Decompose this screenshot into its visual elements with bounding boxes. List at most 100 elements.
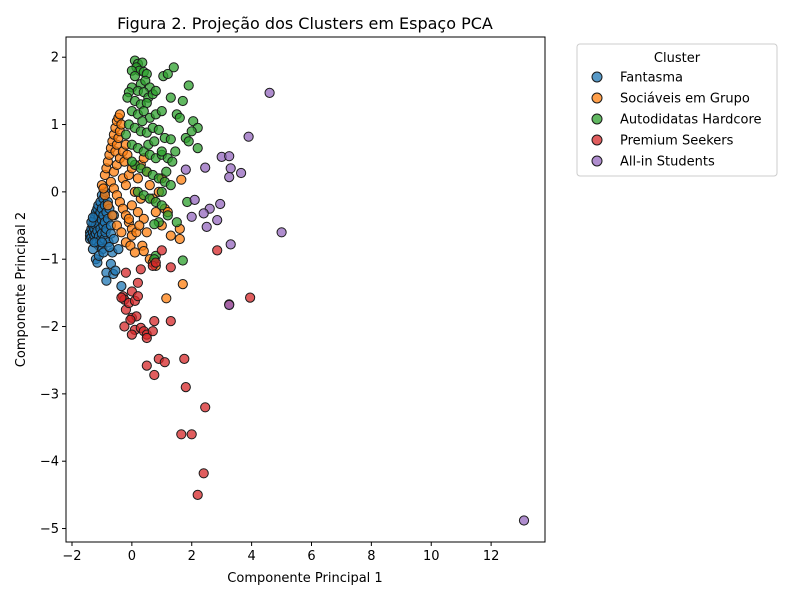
data-point <box>225 239 236 250</box>
legend-label: Autodidatas Hardcore <box>620 113 762 128</box>
y-axis: −5 −4 −3 −2 −1 0 1 2 <box>40 51 66 537</box>
x-tick-label: 2 <box>188 549 196 564</box>
data-point <box>138 106 149 117</box>
data-point <box>174 233 185 245</box>
legend-label: All-in Students <box>620 155 715 170</box>
legend-label: Premium Seekers <box>620 134 734 149</box>
data-point <box>245 292 256 303</box>
points-layer <box>84 55 530 526</box>
data-point <box>149 136 160 147</box>
data-point <box>149 316 160 327</box>
data-point <box>149 369 160 381</box>
data-point <box>170 146 181 157</box>
plot-frame <box>65 36 546 543</box>
data-point <box>138 246 149 257</box>
data-point <box>183 80 194 91</box>
legend: Cluster Fantasma Sociáveis em Grupo Autodi… <box>576 43 778 177</box>
data-point <box>186 429 197 440</box>
data-point <box>134 220 145 231</box>
data-point <box>120 180 132 191</box>
series-2 <box>120 55 203 266</box>
data-point <box>224 299 235 311</box>
data-point <box>186 126 197 137</box>
data-point <box>149 219 160 230</box>
data-point <box>114 109 126 120</box>
data-point <box>150 207 161 218</box>
data-point <box>176 174 187 185</box>
y-tick-label: 1 <box>51 118 59 133</box>
data-point <box>165 180 176 191</box>
data-point <box>192 143 203 154</box>
data-point <box>110 265 121 276</box>
series-4 <box>180 87 530 526</box>
data-point <box>141 360 152 371</box>
data-point <box>177 279 188 290</box>
data-point <box>198 468 209 479</box>
legend-label: Fantasma <box>620 71 683 86</box>
data-point <box>156 200 167 211</box>
data-point <box>276 227 287 238</box>
data-point <box>129 247 140 258</box>
data-point <box>183 136 194 147</box>
legend-marker <box>591 113 603 125</box>
data-point <box>192 489 203 500</box>
data-point <box>165 230 176 241</box>
x-axis: −2 0 2 4 6 8 10 12 <box>62 542 499 564</box>
legend-label: Sociáveis em Grupo <box>620 92 750 107</box>
data-point <box>96 237 108 248</box>
data-point <box>198 208 209 219</box>
data-point <box>120 129 132 140</box>
data-point <box>104 242 115 253</box>
data-point <box>176 429 187 440</box>
data-point <box>162 68 173 80</box>
data-point <box>150 257 161 268</box>
data-point <box>200 162 211 173</box>
data-point <box>116 227 127 238</box>
data-point <box>116 281 127 292</box>
data-point <box>129 71 140 82</box>
data-point <box>116 292 127 303</box>
data-point <box>212 215 223 226</box>
data-point <box>165 262 176 273</box>
data-point <box>150 85 161 97</box>
data-point <box>179 353 190 364</box>
data-point <box>141 332 152 344</box>
data-point <box>215 198 226 210</box>
data-point <box>159 357 170 368</box>
data-point <box>126 329 137 340</box>
data-point <box>132 291 143 302</box>
data-point <box>102 200 114 211</box>
data-point <box>137 116 148 127</box>
legend-box <box>576 43 778 177</box>
legend-marker <box>591 155 603 167</box>
data-point <box>171 217 182 228</box>
data-point <box>236 167 247 179</box>
x-axis-label: Componente Principal 1 <box>227 571 382 586</box>
data-point <box>243 131 254 142</box>
x-tick-label: 6 <box>307 549 315 564</box>
legend-marker <box>591 92 603 104</box>
data-point <box>156 106 167 117</box>
data-point <box>119 321 130 332</box>
data-point <box>201 221 212 232</box>
data-point <box>126 200 137 211</box>
y-axis-label: Componente Principal 2 <box>14 212 29 367</box>
data-point <box>161 293 172 304</box>
legend-marker <box>591 71 603 83</box>
x-tick-label: 12 <box>483 549 500 564</box>
legend-items: Fantasma Sociáveis em Grupo Autodidatas Ha… <box>591 71 762 170</box>
data-point <box>186 211 197 222</box>
data-point <box>132 173 143 184</box>
data-point <box>87 212 99 223</box>
legend-marker <box>591 134 603 146</box>
data-point <box>264 87 275 99</box>
data-point <box>174 112 185 123</box>
data-point <box>156 146 167 157</box>
chart-title: Figura 2. Projeção dos Clusters em Espaç… <box>117 14 493 33</box>
x-tick-label: −2 <box>62 549 81 564</box>
data-point <box>113 244 124 255</box>
data-point <box>161 166 172 177</box>
data-point <box>224 172 235 183</box>
data-point <box>120 267 132 278</box>
